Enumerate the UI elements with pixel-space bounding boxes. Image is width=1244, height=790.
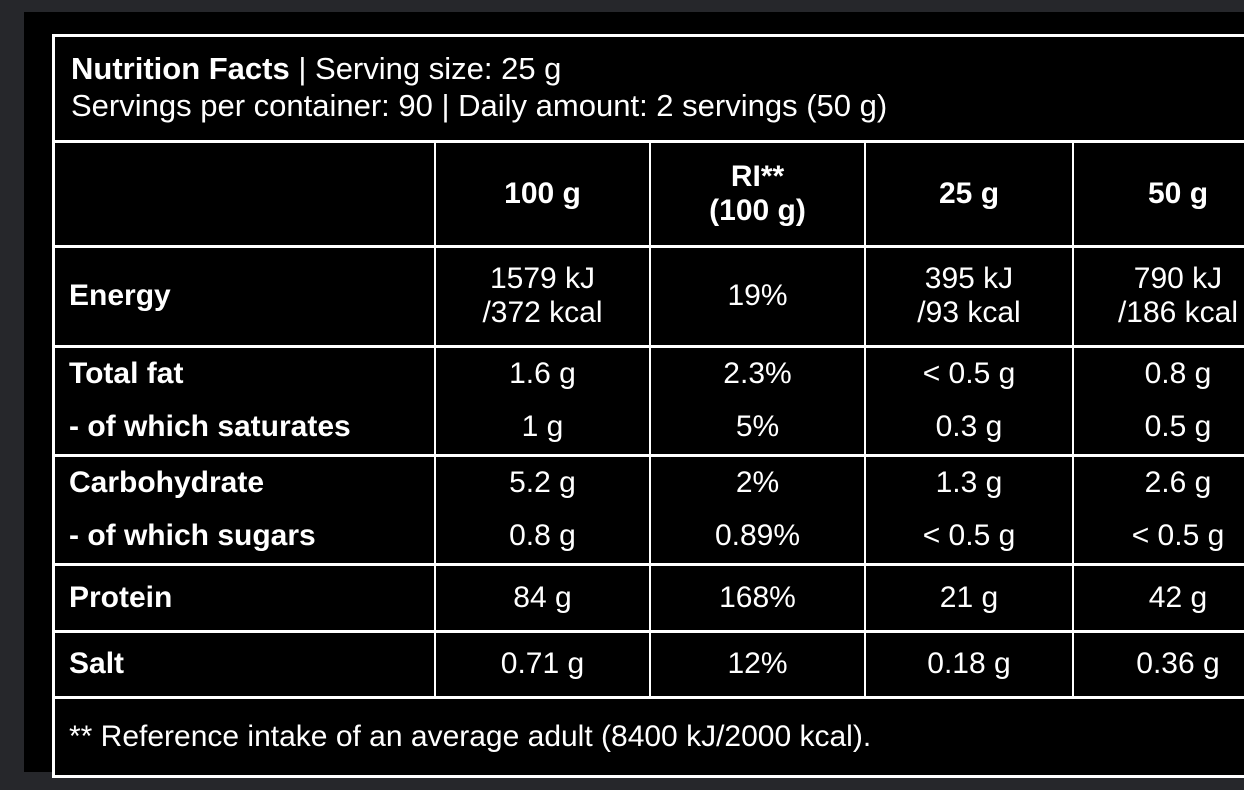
value-50g: 42 g	[1072, 564, 1244, 633]
value-100g: 1 g	[434, 401, 650, 457]
column-header-25g: 25 g	[864, 143, 1073, 248]
column-header-empty	[55, 143, 435, 248]
value-100g: 1579 kJ /372 kcal	[434, 246, 650, 348]
value-ri: 0.89%	[649, 510, 865, 566]
nutrition-facts-title: Nutrition Facts	[71, 51, 290, 86]
nutrient-label: Carbohydrate	[69, 466, 265, 500]
value-ri: 19%	[649, 246, 865, 348]
value-50g: 2.6 g	[1072, 455, 1244, 510]
value-100g: 0.8 g	[434, 510, 650, 566]
row-salt: Salt 0.71 g 12% 0.18 g 0.36 g	[55, 631, 1244, 699]
nutrient-label: Total fat	[69, 357, 184, 391]
row-energy: Energy 1579 kJ /372 kcal 19% 395 kJ /93 …	[55, 246, 1244, 348]
column-header-50g: 50 g	[1072, 143, 1244, 248]
reference-intake-footnote: ** Reference intake of an average adult …	[69, 719, 872, 753]
row-total-fat: Total fat 1.6 g 2.3% < 0.5 g 0.8 g	[55, 346, 1244, 401]
nutrient-label: - of which sugars	[55, 510, 435, 566]
value-50g: 790 kJ /186 kcal	[1072, 246, 1244, 348]
value-25g: 21 g	[864, 564, 1073, 633]
value-100g: 1.6 g	[434, 346, 650, 401]
label-panel: Nutrition Facts | Serving size: 25 g Ser…	[24, 12, 1244, 778]
row-sugars: - of which sugars 0.8 g 0.89% < 0.5 g < …	[55, 510, 1244, 566]
value-100g: 84 g	[434, 564, 650, 633]
value-25g: 0.3 g	[864, 401, 1073, 457]
nutrient-label: Protein	[55, 564, 435, 633]
row-carbohydrate: Carbohydrate 5.2 g 2% 1.3 g 2.6 g	[55, 455, 1244, 510]
value-25g: < 0.5 g	[864, 510, 1073, 566]
value-ri: 12%	[649, 631, 865, 699]
nutrient-label: Salt	[55, 631, 435, 699]
nutrient-label: - of which saturates	[55, 401, 435, 457]
title-line: Nutrition Facts | Serving size: 25 g	[71, 50, 1244, 87]
value-100g: 0.71 g	[434, 631, 650, 699]
value-ri: 5%	[649, 401, 865, 457]
value-100g: 5.2 g	[434, 455, 650, 510]
column-header-ri: RI** (100 g)	[649, 143, 865, 248]
value-50g: 0.5 g	[1072, 401, 1244, 457]
row-saturates: - of which saturates 1 g 5% 0.3 g 0.5 g	[55, 401, 1244, 457]
nutrition-facts-box: Nutrition Facts | Serving size: 25 g Ser…	[52, 34, 1244, 778]
value-ri: 2%	[649, 455, 865, 510]
value-25g: 0.18 g	[864, 631, 1073, 699]
value-ri: 2.3%	[649, 346, 865, 401]
nutrition-table: 100 g RI** (100 g) 25 g 50 g Energy 1579…	[55, 143, 1244, 775]
value-25g: 395 kJ /93 kcal	[864, 246, 1073, 348]
nutrient-label: Energy	[55, 246, 435, 348]
row-protein: Protein 84 g 168% 21 g 42 g	[55, 564, 1244, 633]
value-50g: < 0.5 g	[1072, 510, 1244, 566]
serving-size-text: | Serving size: 25 g	[289, 51, 562, 86]
value-50g: 0.36 g	[1072, 631, 1244, 699]
value-50g: 0.8 g	[1072, 346, 1244, 401]
footnote-row: ** Reference intake of an average adult …	[55, 697, 1244, 775]
value-25g: < 0.5 g	[864, 346, 1073, 401]
column-header-100g: 100 g	[434, 143, 650, 248]
value-ri: 168%	[649, 564, 865, 633]
value-25g: 1.3 g	[864, 455, 1073, 510]
label-header: Nutrition Facts | Serving size: 25 g Ser…	[55, 37, 1244, 143]
servings-per-container-text: Servings per container: 90 | Daily amoun…	[71, 88, 888, 123]
column-header-row: 100 g RI** (100 g) 25 g 50 g	[55, 143, 1244, 248]
